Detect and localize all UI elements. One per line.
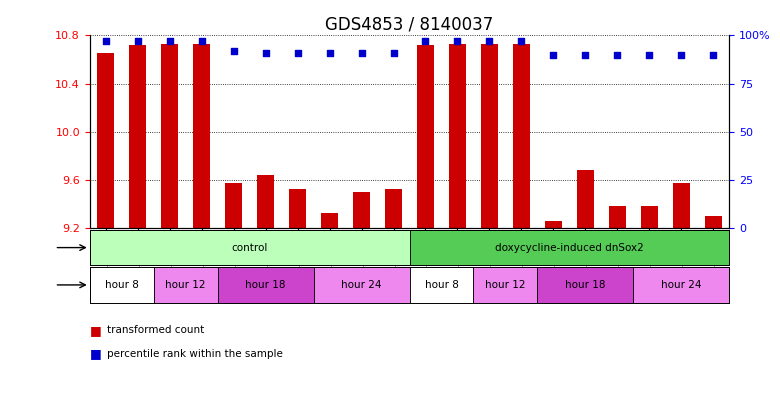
Bar [353,192,370,228]
Bar [417,45,434,228]
Point [388,50,400,56]
Text: hour 8: hour 8 [424,280,459,290]
Point [516,38,528,44]
Bar [480,44,498,228]
Bar [218,267,314,303]
Text: ■: ■ [90,323,101,337]
Point [195,38,207,44]
Point [612,51,624,58]
Point [356,50,368,56]
Bar [410,267,473,303]
Bar [161,44,179,228]
Text: ■: ■ [90,347,101,360]
Bar [289,189,307,228]
Text: hour 8: hour 8 [105,280,139,290]
Bar [512,44,530,228]
Point [164,38,176,44]
Bar [672,184,690,228]
Point [675,51,688,58]
Point [259,50,272,56]
Bar [385,189,402,228]
Bar [257,175,275,228]
Text: hour 24: hour 24 [661,280,701,290]
Bar [544,221,562,228]
Text: control: control [232,242,268,253]
Text: hour 18: hour 18 [566,280,605,290]
Point [420,38,432,44]
Point [228,48,240,54]
Bar [314,267,410,303]
Bar [473,267,537,303]
Bar [576,170,594,228]
Point [451,38,463,44]
Bar [97,53,115,228]
Title: GDS4853 / 8140037: GDS4853 / 8140037 [325,16,494,34]
Point [131,38,144,44]
Text: hour 12: hour 12 [165,280,206,290]
Bar [321,213,339,228]
Bar [640,206,658,228]
Text: hour 18: hour 18 [246,280,285,290]
Point [580,51,592,58]
Bar [225,184,243,228]
Point [644,51,656,58]
Point [484,38,496,44]
Bar [633,267,729,303]
Text: doxycycline-induced dnSox2: doxycycline-induced dnSox2 [495,242,644,253]
Bar [704,216,722,228]
Bar [410,230,729,265]
Bar [154,267,218,303]
Point [548,51,560,58]
Point [100,38,112,44]
Bar [193,44,211,228]
Text: percentile rank within the sample: percentile rank within the sample [107,349,282,359]
Bar [537,267,633,303]
Text: hour 24: hour 24 [342,280,381,290]
Bar [90,267,154,303]
Bar [448,44,466,228]
Bar [90,230,410,265]
Text: transformed count: transformed count [107,325,204,335]
Point [292,50,304,56]
Point [323,50,335,56]
Point [707,51,720,58]
Bar [129,45,147,228]
Text: hour 12: hour 12 [485,280,526,290]
Bar [608,206,626,228]
